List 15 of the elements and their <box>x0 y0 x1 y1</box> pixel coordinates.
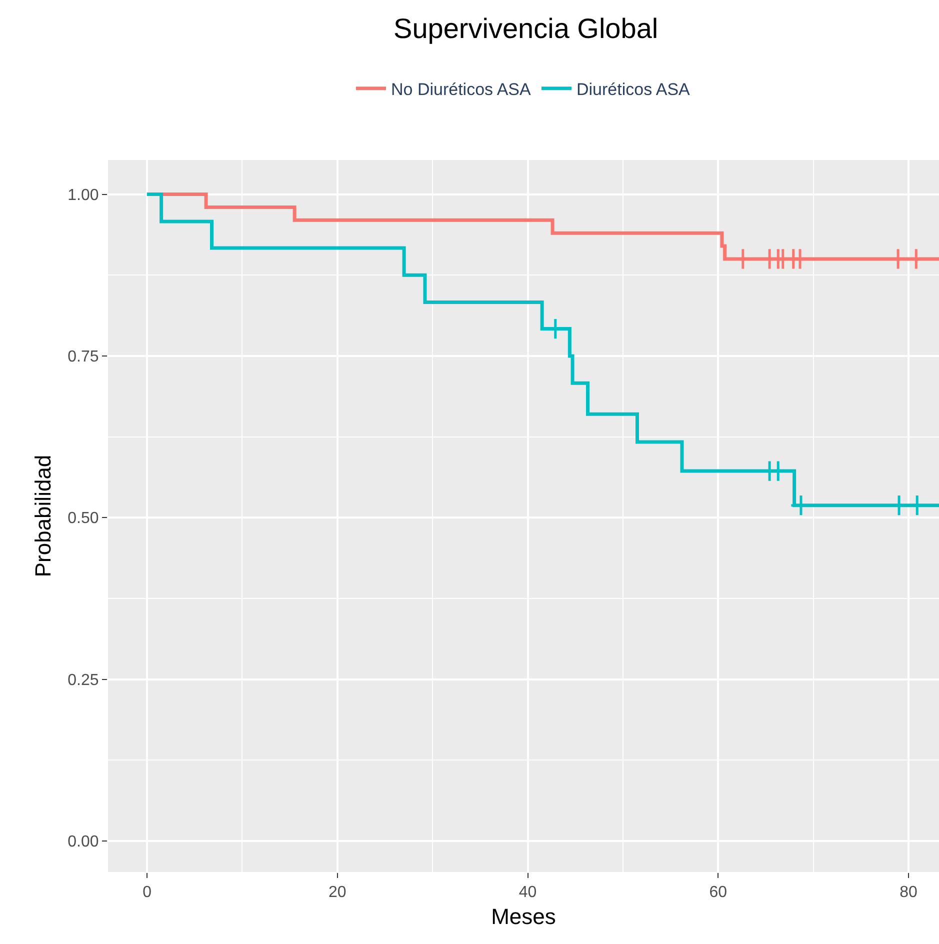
y-tick-label: 1.00 <box>68 186 99 204</box>
x-tick-label: 40 <box>518 884 537 902</box>
y-tick-label: 0.75 <box>68 348 99 366</box>
y-tick-label: 0.25 <box>68 672 99 689</box>
y-tick-label: 0.50 <box>68 510 99 528</box>
legend-label: Diuréticos ASA <box>576 80 691 99</box>
y-tick-label: 0.00 <box>68 834 99 851</box>
x-axis-title: Meses <box>491 904 556 930</box>
x-tick-label: 20 <box>328 884 346 902</box>
x-tick-label: 0 <box>142 884 152 902</box>
legend-label: No Diuréticos ASA <box>391 80 532 99</box>
x-tick-label: 80 <box>900 884 918 902</box>
y-axis-title: Probabilidad <box>30 454 56 578</box>
x-tick-label: 60 <box>709 884 728 902</box>
chart-title: Supervivencia Global <box>394 13 658 44</box>
